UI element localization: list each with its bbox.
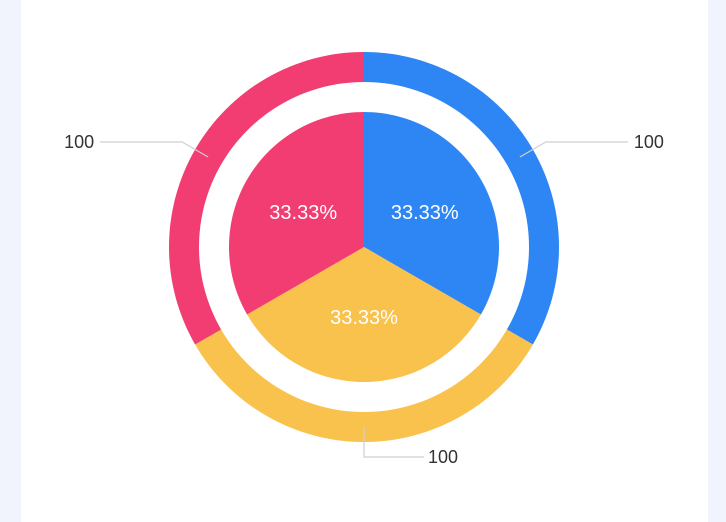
ring-segment-c (169, 52, 364, 345)
pie-slice-a (364, 112, 499, 315)
pie-slice-c (229, 112, 364, 315)
inner-pie (229, 112, 499, 382)
leader-line (100, 141, 209, 158)
leader-line (363, 427, 424, 458)
outer-ring (169, 52, 559, 442)
ring-value-label: 100 (634, 132, 664, 152)
ring-segment-b (195, 329, 533, 442)
slice-percent-label: 33.33% (330, 307, 398, 329)
leader-lines (100, 141, 628, 458)
leader-line (519, 141, 628, 158)
slice-percent-label: 33.33% (391, 202, 459, 224)
chart-labels: 33.33% 33.33% 33.33% 100 100 100 (64, 132, 664, 467)
ring-value-label: 100 (428, 447, 458, 467)
ring-segment-a (364, 52, 559, 345)
ring-value-label: 100 (64, 132, 94, 152)
slice-percent-label: 33.33% (269, 202, 337, 224)
pie-slice-b (247, 247, 481, 382)
